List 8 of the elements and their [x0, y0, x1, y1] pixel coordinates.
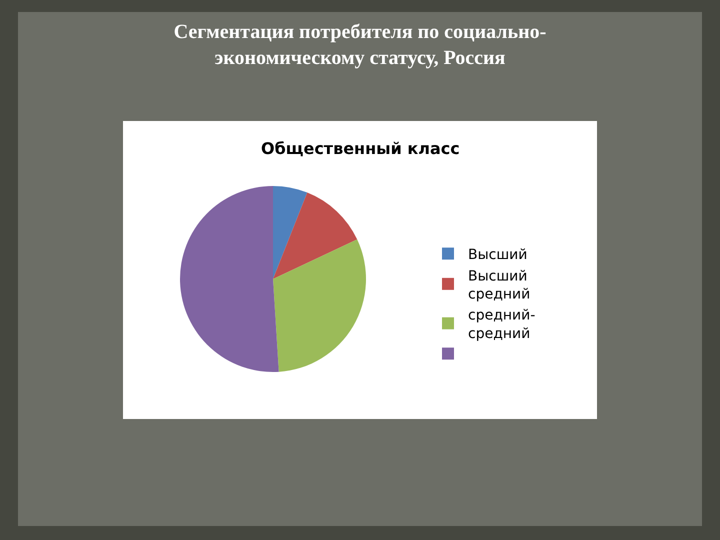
chart-subtitle: Общественный класс [261, 139, 460, 158]
pie-slice [180, 186, 279, 372]
pie-slice [273, 239, 366, 372]
pie-slice [273, 192, 358, 279]
pie-slice [273, 186, 308, 279]
legend-label: Высший [468, 247, 528, 264]
legend-label: средний-средний [468, 308, 536, 342]
chart-title: Сегментация потребителя по социально-экономическому статусу, Россия [174, 20, 546, 69]
